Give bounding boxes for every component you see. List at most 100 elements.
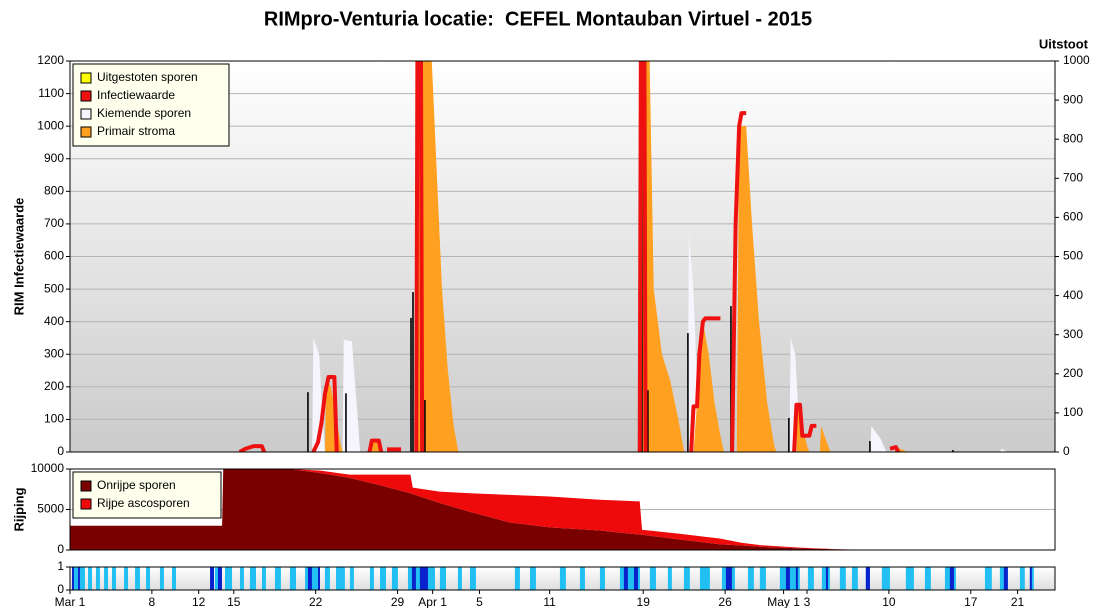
wet-period xyxy=(469,567,476,590)
series-line xyxy=(238,61,901,452)
legend-label: Kiemende sporen xyxy=(97,106,191,120)
y-tick-label: 1200 xyxy=(37,53,64,67)
wet-period xyxy=(825,567,828,590)
wet-period xyxy=(369,567,374,590)
y-tick-label: 600 xyxy=(44,249,64,263)
y-tick-label: 800 xyxy=(44,184,64,198)
wet-period xyxy=(146,567,151,590)
y-tick-label: 100 xyxy=(44,412,64,426)
legend-label: Onrijpe sporen xyxy=(97,478,176,492)
wet-period xyxy=(217,567,222,590)
wet-period xyxy=(391,567,398,590)
wet-period xyxy=(795,567,798,590)
wet-period xyxy=(239,567,244,590)
legend-swatch xyxy=(80,126,92,138)
wet-period xyxy=(633,567,638,590)
y2-tick-label: 700 xyxy=(1063,170,1083,184)
wet-period xyxy=(599,567,605,590)
wet-period xyxy=(1029,567,1032,590)
wet-period xyxy=(336,567,345,590)
y-axis-label: Rijping xyxy=(11,487,26,531)
wet-period xyxy=(821,567,830,590)
y2-tick-label: 200 xyxy=(1063,366,1083,380)
y2-tick-label: 300 xyxy=(1063,327,1083,341)
series-area xyxy=(70,469,1053,550)
wet-period xyxy=(79,567,85,590)
wet-period xyxy=(514,567,520,590)
wet-period xyxy=(419,567,428,590)
plot-area xyxy=(70,469,1053,550)
legend-swatch xyxy=(80,498,92,510)
y2-tick-label: 800 xyxy=(1063,131,1083,145)
y-tick-label: 200 xyxy=(44,379,64,393)
wet-period xyxy=(924,567,931,590)
wet-period xyxy=(135,567,140,590)
plot-frame xyxy=(69,468,1056,551)
wet-period xyxy=(249,567,257,590)
y2-tick-label: 100 xyxy=(1063,405,1083,419)
x-tick-label: 11 xyxy=(543,595,556,608)
wet-period xyxy=(439,567,446,590)
wet-period xyxy=(210,567,215,590)
legend-swatch xyxy=(80,90,92,102)
y-tick-label: 700 xyxy=(44,216,64,230)
wet-period xyxy=(349,567,354,590)
wet-period xyxy=(905,567,914,590)
wet-period xyxy=(95,567,100,590)
x-tick-label: 19 xyxy=(637,595,651,608)
y-tick-label: 400 xyxy=(44,314,64,328)
x-tick-label: 26 xyxy=(718,595,732,608)
x-tick-label: 8 xyxy=(149,595,156,608)
wet-period xyxy=(274,567,281,590)
wet-period xyxy=(307,567,312,590)
y-tick-label: 300 xyxy=(44,346,64,360)
x-tick-label: 15 xyxy=(227,595,241,608)
wet-period xyxy=(104,567,109,590)
series-area xyxy=(70,469,1053,550)
y2-tick-label: 500 xyxy=(1063,249,1083,263)
legend-label: Rijpe ascosporen xyxy=(97,496,190,510)
wet-period xyxy=(1003,567,1008,590)
y-tick-label: 10000 xyxy=(31,461,65,475)
wet-period xyxy=(318,567,320,590)
chart-title: RIMpro-Venturia locatie: CEFEL Montauban… xyxy=(264,8,812,30)
wet-period xyxy=(1019,567,1025,590)
wet-period xyxy=(305,567,320,590)
x-tick-label: 5 xyxy=(476,595,483,608)
y2-tick-label: 1000 xyxy=(1063,53,1090,67)
y-tick-label: 0 xyxy=(57,444,64,458)
wet-period xyxy=(759,567,766,590)
wet-period xyxy=(380,567,386,590)
wet-period xyxy=(172,567,176,590)
legend-box xyxy=(72,63,230,147)
wet-period xyxy=(839,567,846,590)
wet-period xyxy=(559,567,566,590)
wet-period xyxy=(411,567,416,590)
wet-period xyxy=(667,567,672,590)
x-tick-label: 10 xyxy=(882,595,896,608)
y-tick-label: 0 xyxy=(57,582,64,596)
wet-period xyxy=(747,567,754,590)
y2-axis-label: Uitstoot xyxy=(1039,36,1089,51)
wet-period xyxy=(785,567,790,590)
wet-period xyxy=(807,567,814,590)
y-tick-label: 5000 xyxy=(37,502,64,516)
x-tick-label: 3 xyxy=(804,595,811,608)
x-tick-label: Apr 1 xyxy=(418,595,447,608)
y-tick-label: 1100 xyxy=(38,86,64,100)
wet-period xyxy=(984,567,992,590)
wet-period xyxy=(324,567,330,590)
y-tick-label: 1 xyxy=(57,559,64,573)
wet-period xyxy=(71,567,74,590)
y2-tick-label: 600 xyxy=(1063,210,1083,224)
y-tick-label: 500 xyxy=(44,281,64,295)
y-tick-label: 900 xyxy=(44,151,64,165)
wet-period xyxy=(623,567,628,590)
x-tick-label: May 1 xyxy=(767,595,800,608)
y2-tick-label: 900 xyxy=(1063,92,1083,106)
legend-box xyxy=(72,471,222,519)
wet-period xyxy=(529,567,536,590)
wet-period xyxy=(851,567,858,590)
wet-period xyxy=(159,567,164,590)
